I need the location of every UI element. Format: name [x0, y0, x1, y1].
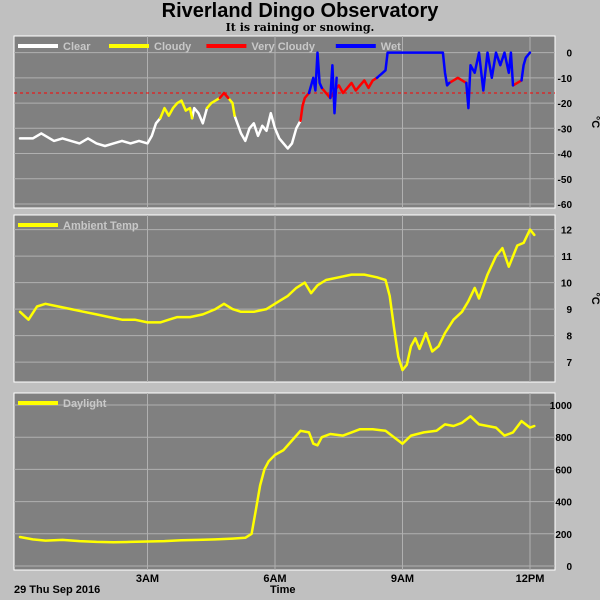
series-line-very-cloudy [511, 79, 523, 87]
page-title: Riverland Dingo Observatory [161, 0, 439, 22]
x-tick-label: 12PM [516, 573, 545, 585]
series-line-very-cloudy [218, 91, 230, 100]
series-line-wet [465, 51, 515, 110]
y-tick-label: 1000 [550, 401, 573, 412]
plot-area [13, 35, 556, 209]
x-tick-label: 3AM [136, 573, 159, 585]
series-line-clear [233, 111, 302, 150]
legend-label: Very Cloudy [251, 41, 315, 53]
series-line-cloudy [205, 96, 222, 110]
y-tick-label: 0 [566, 49, 572, 60]
sky-temperature-chart: 0 -10 -20 -30 -40 -50 -60 °C Clear Cloudy Very Clo… [13, 35, 600, 211]
y-tick-label: 7 [566, 358, 572, 369]
y-tick-label: -50 [558, 175, 573, 186]
y-tick-label: -60 [558, 200, 573, 211]
y-axis-label: °C [589, 116, 600, 128]
series-line-wet [329, 63, 338, 115]
series-line-very-cloudy [448, 76, 468, 85]
y-tick-label: -30 [558, 124, 573, 135]
series-line-cloudy [159, 99, 194, 120]
y-tick-label: 8 [566, 332, 572, 343]
legend-label: Wet [381, 41, 401, 53]
legend-label: Clear [63, 41, 91, 53]
legend-label: Cloudy [154, 41, 192, 53]
series-line-clear [18, 116, 162, 148]
y-tick-label: 10 [561, 279, 573, 290]
series-line-wet [375, 51, 451, 87]
y-tick-label: 11 [561, 252, 572, 263]
series-line-ambient-temp [18, 228, 536, 372]
y-tick-label: 400 [555, 498, 572, 509]
y-tick-label: 200 [555, 530, 572, 541]
series-line-daylight [18, 415, 536, 544]
series-line-very-cloudy [299, 91, 311, 122]
y-tick-label: -10 [558, 74, 573, 85]
series-line-wet [520, 51, 532, 82]
plot-area [13, 392, 556, 571]
y-tick-label: 9 [566, 305, 572, 316]
x-tick-label: 6AM [263, 573, 286, 585]
legend-label: Ambient Temp [63, 220, 139, 232]
series-line-clear [190, 106, 209, 125]
date-label: 29 Thu Sep 2016 [14, 584, 101, 596]
y-axis-label: °C [589, 292, 600, 304]
page-subtitle: It is raining or snowing. [225, 21, 375, 34]
y-tick-label: -20 [558, 99, 573, 110]
ambient-temperature-chart: 7 8 9 10 11 12 °C Ambient Temp [13, 214, 600, 383]
y-tick-label: 12 [561, 226, 573, 237]
series-line-cloudy [227, 96, 236, 117]
y-tick-label: 800 [555, 433, 572, 444]
y-tick-label: 0 [566, 562, 572, 573]
series-line-wet [307, 51, 324, 95]
y-tick-label: -40 [558, 150, 573, 161]
x-axis-title: Time [270, 584, 296, 596]
x-tick-label: 9AM [391, 573, 414, 585]
legend-label: Daylight [63, 398, 107, 410]
daylight-chart: 0 200 400 600 800 1000 Daylight 3AM 6AM 9AM 12PM [13, 392, 573, 585]
y-tick-label: 600 [555, 465, 572, 476]
